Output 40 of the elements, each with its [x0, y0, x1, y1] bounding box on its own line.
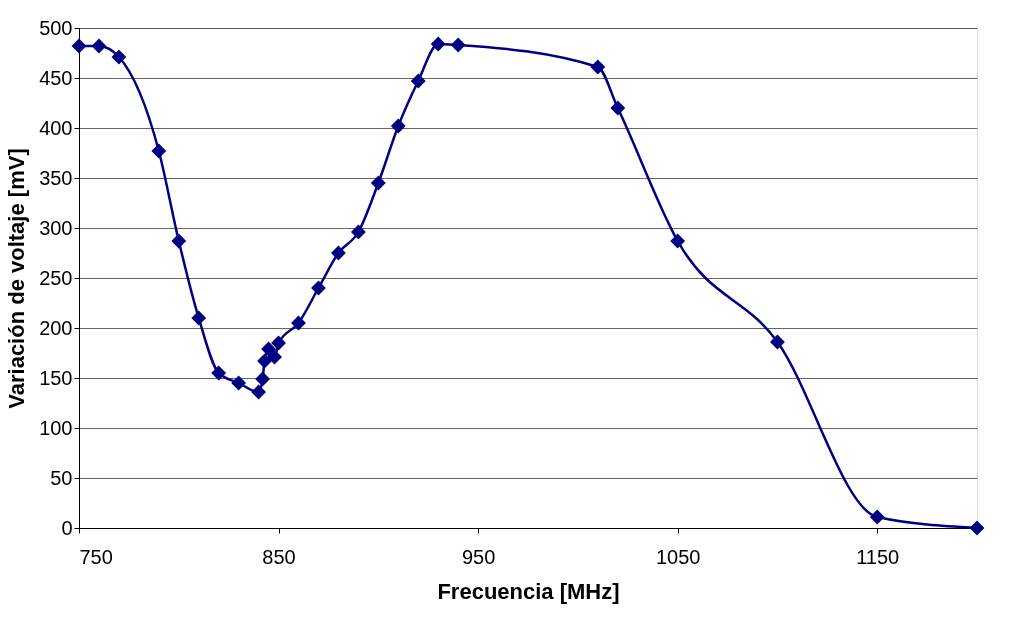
point [869, 509, 885, 525]
y-tick-label: 50 [50, 466, 73, 489]
point [111, 49, 127, 65]
point [251, 384, 267, 400]
y-tick-label: 400 [39, 116, 73, 139]
x-tick-label: 1050 [655, 545, 701, 568]
point [590, 59, 606, 75]
point [430, 36, 446, 52]
point [191, 310, 207, 326]
point [231, 375, 247, 391]
y-tick-label: 450 [39, 66, 73, 89]
point [71, 38, 87, 54]
y-tick-label: 350 [39, 166, 73, 189]
point [610, 100, 626, 116]
point [255, 371, 271, 387]
y-tick-label: 150 [39, 366, 73, 389]
point [390, 118, 406, 134]
point [969, 520, 985, 536]
point [450, 37, 466, 53]
point [370, 175, 386, 191]
y-tick-label: 100 [39, 416, 73, 439]
y-axis-title: Variación de voltaje [mV] [4, 148, 30, 409]
point [257, 353, 272, 369]
point [211, 365, 227, 381]
point [171, 233, 187, 249]
point [670, 233, 686, 249]
y-tick-label: 200 [39, 316, 73, 339]
point [350, 224, 366, 240]
x-tick-label: 750 [79, 545, 113, 568]
y-tick-label: 0 [61, 516, 73, 539]
point [410, 73, 426, 89]
x-tick-label: 1150 [856, 545, 900, 568]
x-tick-label: 950 [461, 545, 496, 568]
x-axis-title: Frecuencia [MHz] [437, 578, 620, 604]
x-tick-label: 850 [262, 545, 296, 568]
point [91, 38, 107, 54]
y-tick-label: 500 [39, 16, 73, 39]
y-tick-label: 250 [39, 266, 73, 289]
point [151, 143, 167, 159]
y-tick-label: 300 [39, 216, 73, 239]
